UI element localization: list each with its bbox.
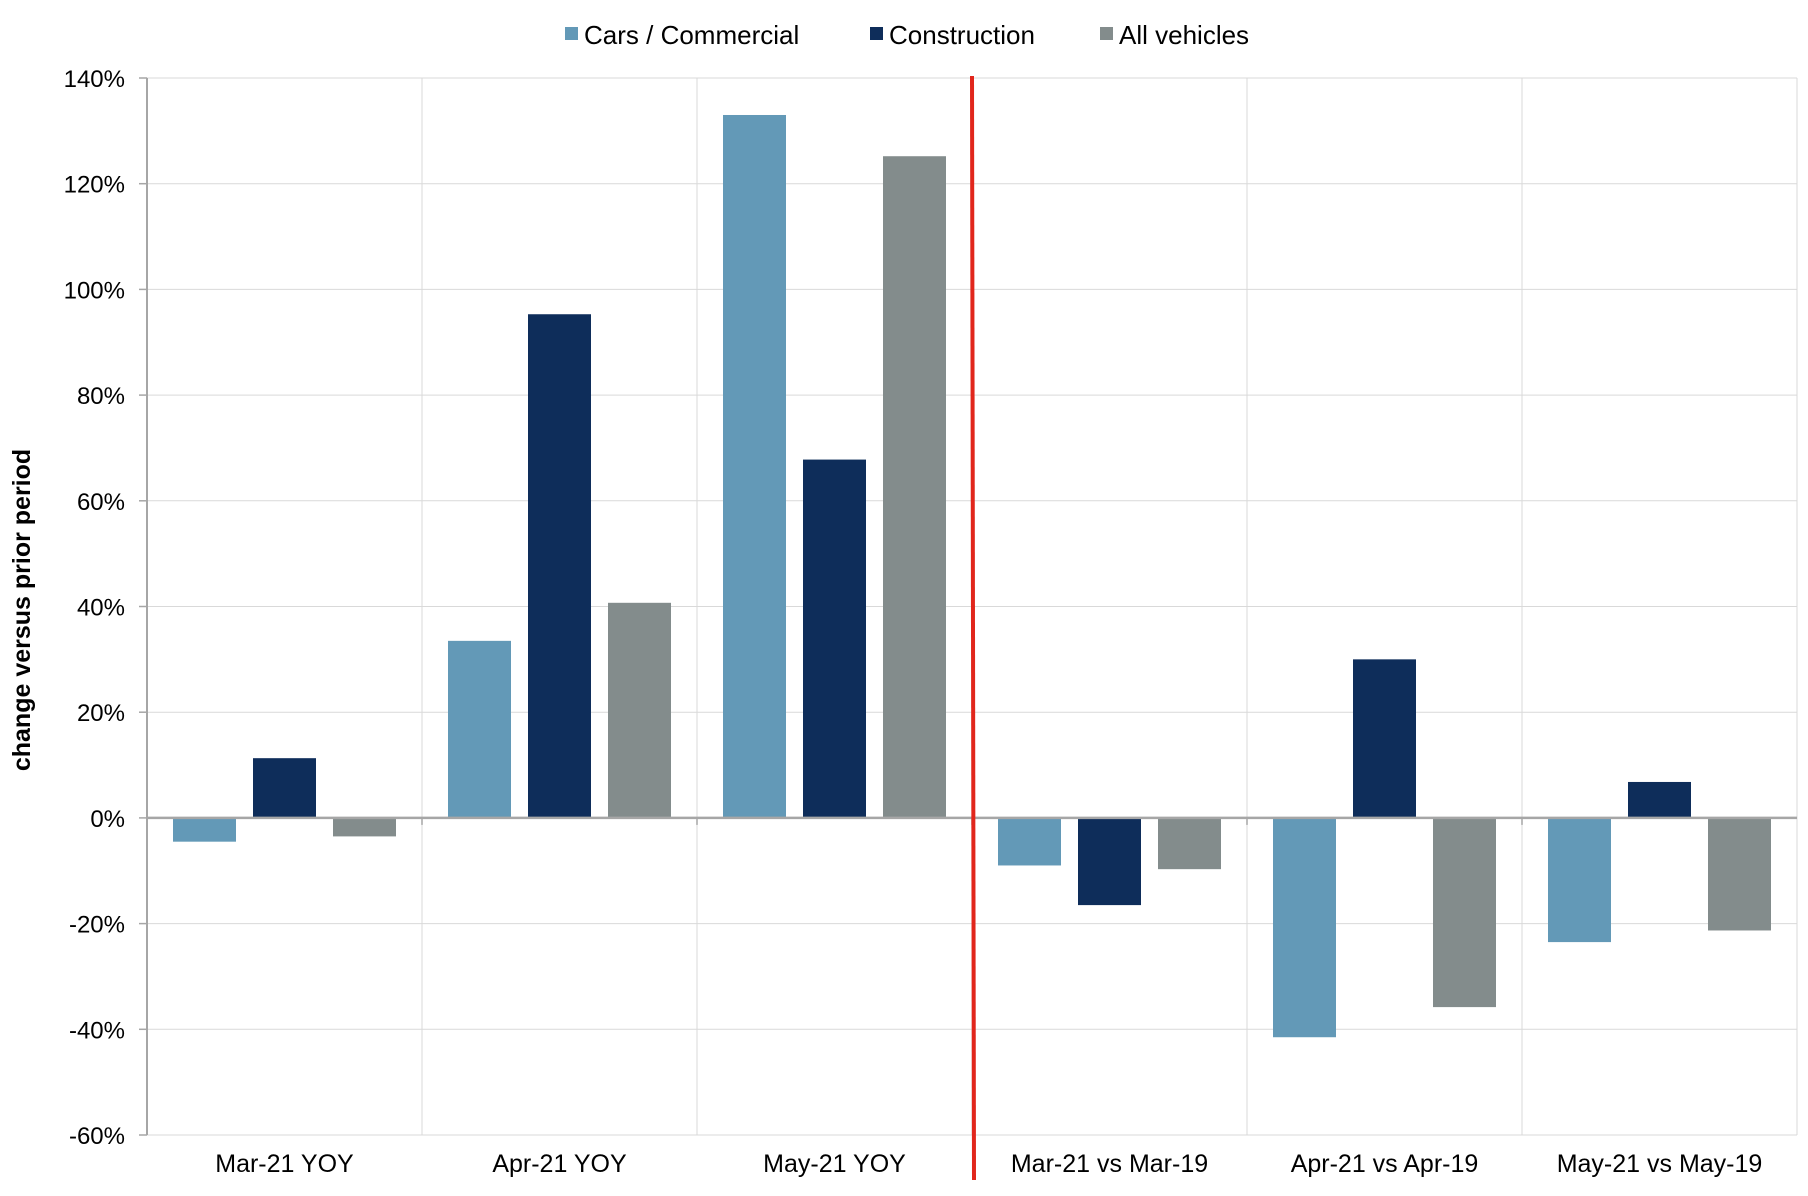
bar — [1158, 817, 1221, 870]
legend-label: All vehicles — [1119, 20, 1249, 50]
y-tick-label: 120% — [64, 172, 125, 199]
x-category-label: Apr-21 vs Apr-19 — [1291, 1150, 1479, 1178]
y-axis-tick-labels: -60% -40% -20% 0% 20% 40% 60% 80% 100% 120% 140% — [64, 66, 125, 1150]
y-tick-label: 0% — [90, 806, 125, 833]
legend-label: Cars / Commercial — [584, 20, 799, 50]
bar — [998, 817, 1061, 866]
y-tick-label: 140% — [64, 66, 125, 93]
bar — [803, 459, 866, 818]
y-tick-label: 60% — [77, 489, 125, 516]
legend-label: Construction — [889, 20, 1035, 50]
bar — [1548, 817, 1611, 943]
legend-swatch — [565, 27, 578, 40]
y-tick-label: 20% — [77, 700, 125, 727]
x-category-label: May-21 YOY — [763, 1150, 906, 1178]
y-tick-label: -40% — [69, 1017, 125, 1044]
x-category-label: Mar-21 YOY — [215, 1150, 354, 1178]
bar — [883, 156, 946, 818]
y-tick-label: -20% — [69, 912, 125, 939]
bar — [253, 758, 316, 818]
bar — [723, 114, 786, 818]
bar — [173, 817, 236, 842]
x-category-label: Apr-21 YOY — [492, 1150, 627, 1178]
legend: Cars / Commercial Construction All vehicle… — [565, 20, 1249, 50]
red-divider-line — [970, 75, 976, 1181]
bar — [333, 817, 396, 837]
y-tick-label: 40% — [77, 595, 125, 622]
bar — [1433, 817, 1496, 1008]
bar — [528, 314, 591, 818]
bar — [608, 602, 671, 818]
bar — [1078, 817, 1141, 906]
bar — [1628, 781, 1691, 818]
x-category-label: Mar-21 vs Mar-19 — [1011, 1150, 1208, 1178]
x-category-label: May-21 vs May-19 — [1557, 1150, 1763, 1178]
legend-swatch — [870, 27, 883, 40]
bar — [1353, 659, 1416, 818]
bar — [1708, 817, 1771, 931]
y-axis-title: change versus prior period — [8, 449, 36, 771]
y-tick-label: -60% — [69, 1123, 125, 1150]
bars — [173, 114, 1771, 1038]
y-tick-label: 80% — [77, 383, 125, 410]
y-tick-label: 100% — [64, 277, 125, 304]
x-axis-category-labels: Mar-21 YOY Apr-21 YOY May-21 YOY Mar-21 vs … — [215, 1150, 1762, 1178]
bar — [1273, 817, 1336, 1038]
legend-swatch — [1100, 27, 1113, 40]
bar — [448, 640, 511, 818]
